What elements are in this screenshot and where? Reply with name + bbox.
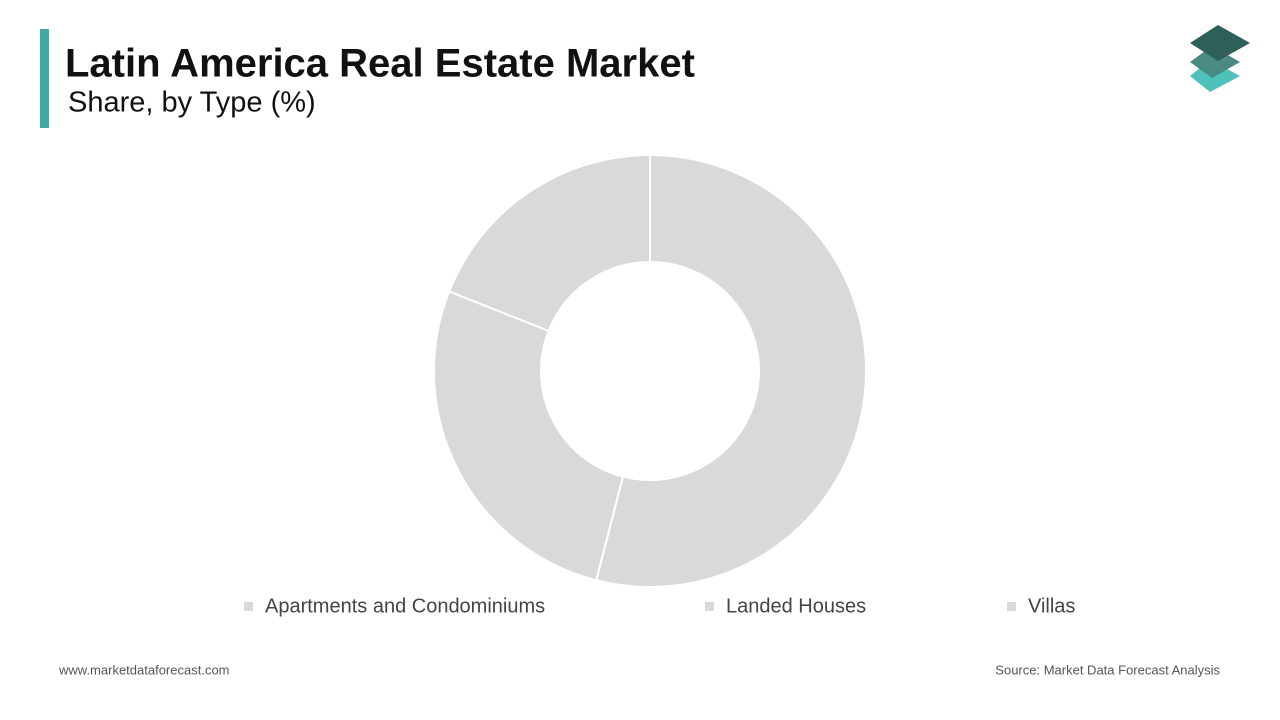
legend-label: Landed Houses xyxy=(726,595,866,617)
website: www.marketdataforecast.com xyxy=(58,662,230,677)
legend: Apartments and Condominiums Landed Houses… xyxy=(244,595,1075,617)
legend-swatch xyxy=(244,602,253,611)
donut-slice xyxy=(595,153,867,588)
legend-swatch xyxy=(705,602,714,611)
legend-swatch xyxy=(1007,602,1016,611)
legend-label: Villas xyxy=(1028,595,1075,617)
subtitle: Share, by Type (%) xyxy=(68,87,316,119)
legend-label: Apartments and Condominiums xyxy=(265,595,545,617)
title: Latin America Real Estate Market xyxy=(65,42,695,86)
donut-slice xyxy=(447,153,651,333)
title-accent xyxy=(40,29,49,128)
source: Source: Market Data Forecast Analysis xyxy=(995,662,1220,677)
donut-slice xyxy=(433,290,625,582)
donut xyxy=(433,153,867,588)
logo xyxy=(1190,25,1250,92)
